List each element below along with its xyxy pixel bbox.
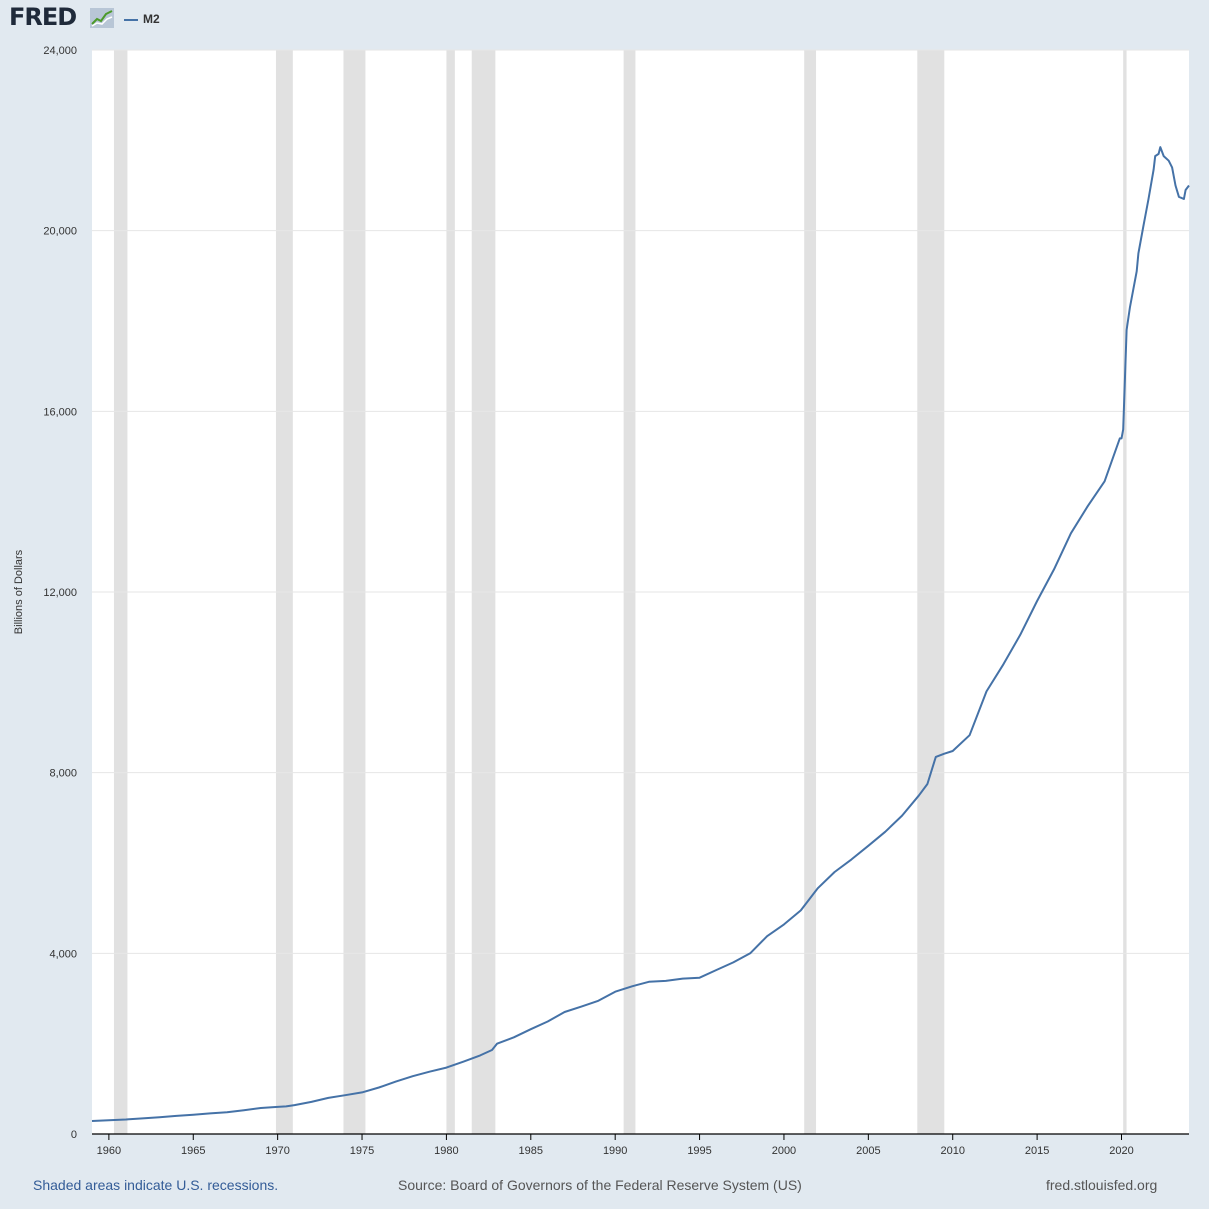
x-tick-label: 1980 xyxy=(434,1145,458,1157)
y-tick-label: 8,000 xyxy=(49,768,77,780)
y-axis-title: Billions of Dollars xyxy=(13,549,25,634)
y-tick-label: 4,000 xyxy=(49,948,77,960)
x-tick-label: 1965 xyxy=(181,1145,205,1157)
x-axis: 1960 1965 1970 1975 1980 1985 1990 1995 2000 2005… xyxy=(97,1134,1134,1157)
y-tick-label: 24,000 xyxy=(43,45,77,57)
chart-line-icon xyxy=(90,8,114,28)
x-tick-label: 1960 xyxy=(97,1145,121,1157)
series-group xyxy=(91,146,1190,1122)
fred-logo[interactable]: FRED xyxy=(9,3,77,31)
x-tick-label: 2000 xyxy=(772,1145,796,1157)
chart-header: FRED M2 xyxy=(0,0,1209,40)
y-axis: 0 4,000 8,000 12,000 16,000 20,000 24,000 xyxy=(43,45,77,1141)
source-note: Source: Board of Governors of the Federa… xyxy=(398,1177,802,1193)
x-tick-label: 2005 xyxy=(856,1145,880,1157)
y-tick-label: 16,000 xyxy=(43,406,77,418)
x-tick-label: 1995 xyxy=(687,1145,711,1157)
recession-note-link[interactable]: Shaded areas indicate U.S. recessions. xyxy=(33,1177,279,1193)
legend-swatch xyxy=(124,18,138,21)
chart-legend[interactable]: M2 xyxy=(124,12,160,26)
y-tick-label: 0 xyxy=(71,1129,77,1141)
site-link[interactable]: fred.stlouisfed.org xyxy=(1046,1177,1158,1193)
y-tick-label: 12,000 xyxy=(43,587,77,599)
y-tick-label: 20,000 xyxy=(43,226,77,238)
x-tick-label: 2010 xyxy=(940,1145,964,1157)
x-tick-label: 2020 xyxy=(1109,1145,1133,1157)
x-tick-label: 1975 xyxy=(350,1145,374,1157)
x-tick-label: 1985 xyxy=(519,1145,543,1157)
grid-lines xyxy=(92,49,1189,954)
series-line-m2 xyxy=(91,146,1190,1122)
x-tick-label: 2015 xyxy=(1025,1145,1049,1157)
x-tick-label: 1970 xyxy=(265,1145,289,1157)
legend-label: M2 xyxy=(143,12,160,26)
x-tick-label: 1990 xyxy=(603,1145,627,1157)
